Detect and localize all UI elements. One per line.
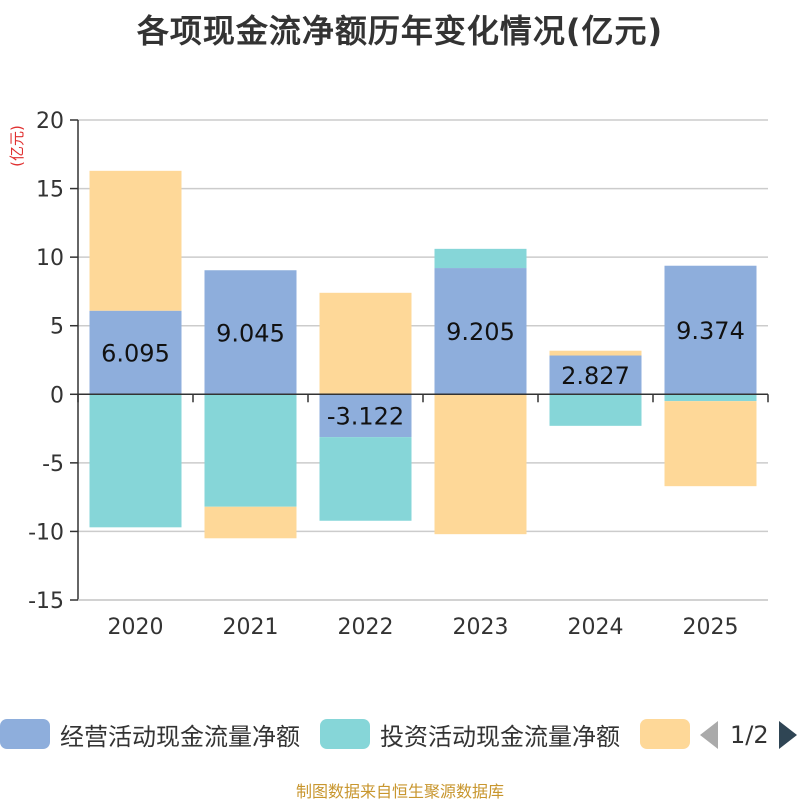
bar-2021-series-1[interactable] (204, 394, 297, 507)
y-tick-label: 20 (36, 109, 64, 134)
legend-label-investing: 投资活动现金流量净额 (380, 722, 620, 751)
y-tick-label: 0 (50, 383, 64, 408)
y-axis-unit-label: (亿元) (8, 125, 26, 167)
bar-2025-series-0[interactable] (664, 265, 757, 395)
bar-2020-series-0[interactable] (89, 310, 182, 395)
y-tick-label: 5 (50, 315, 64, 340)
bar-2020-series-2[interactable] (89, 170, 182, 311)
y-tick-label: -10 (28, 520, 64, 545)
chart-title: 各项现金流净额历年变化情况(亿元) (136, 12, 664, 50)
legend-item-investing[interactable]: 投资活动现金流量净额 (320, 716, 620, 752)
legend: 经营活动现金流量净额 投资活动现金流量净额 1/2 (0, 716, 800, 756)
data-label-2023: 9.205 (446, 318, 515, 346)
x-tick-label: 2025 (683, 615, 739, 640)
bar-2024-series-1[interactable] (549, 394, 642, 426)
bar-2021-series-2[interactable] (204, 506, 297, 539)
x-tick-label: 2020 (108, 615, 164, 640)
y-tick-label: 10 (36, 246, 64, 271)
y-tick-label: -5 (42, 452, 64, 477)
data-label-2025: 9.374 (676, 317, 745, 345)
data-label-2022: -3.122 (327, 403, 404, 431)
legend-swatch-operating (0, 719, 50, 749)
legend-item-operating[interactable]: 经营活动现金流量净额 (0, 716, 300, 752)
x-tick-label: 2021 (223, 615, 279, 640)
bar-chart: 20 15 10 5 0 -5 -10 -15 (亿元) 6.095 9.045 -3.122 9.20… (8, 109, 769, 640)
legend-prev-page-icon[interactable] (700, 721, 718, 749)
x-tick-label: 2023 (453, 615, 509, 640)
data-label-2020: 6.095 (101, 339, 170, 367)
legend-page-indicator: 1/2 (730, 721, 769, 749)
bar-2025-series-1[interactable] (664, 394, 757, 402)
bar-2022-series-2[interactable] (319, 292, 412, 395)
legend-item-financing[interactable] (640, 716, 690, 752)
bar-2024-series-2[interactable] (549, 350, 642, 356)
x-tick-label: 2024 (568, 615, 624, 640)
legend-swatch-investing (320, 719, 370, 749)
legend-label-operating: 经营活动现金流量净额 (60, 722, 300, 751)
legend-swatch-financing (640, 719, 690, 749)
bar-2022-series-1[interactable] (319, 437, 412, 521)
bar-2025-series-2[interactable] (664, 401, 757, 487)
legend-next-page-icon[interactable] (778, 721, 797, 749)
data-label-2021: 9.045 (216, 319, 285, 347)
legend-pager: 1/2 (700, 718, 797, 752)
bar-2024-series-0[interactable] (549, 355, 642, 395)
bar-2023-series-1[interactable] (434, 248, 527, 269)
x-tick-label: 2022 (338, 615, 394, 640)
y-tick-label: -15 (28, 589, 64, 614)
data-label-2024: 2.827 (561, 362, 630, 390)
bar-2020-series-1[interactable] (89, 394, 182, 528)
bar-2023-series-2[interactable] (434, 394, 527, 535)
y-tick-label: 15 (36, 178, 64, 203)
bar-2021-series-0[interactable] (204, 270, 297, 395)
source-footer: 制图数据来自恒生聚源数据库 (295, 782, 504, 801)
bar-2022-series-0[interactable] (319, 394, 412, 438)
bar-2023-series-0[interactable] (434, 268, 527, 395)
